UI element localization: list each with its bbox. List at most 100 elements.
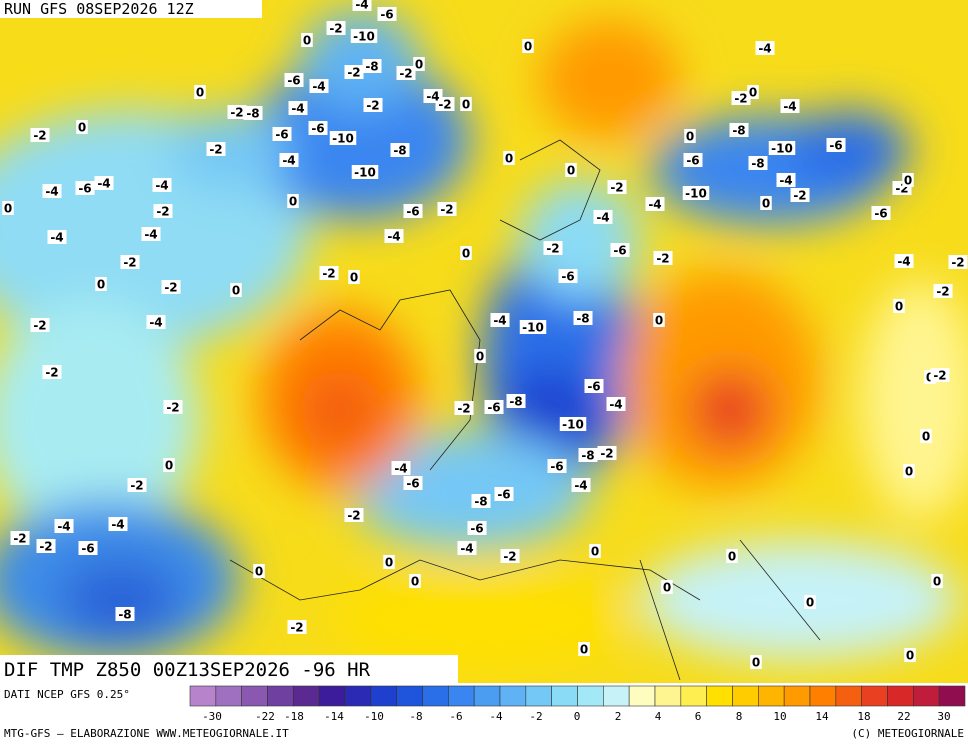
- label-box: [573, 311, 593, 325]
- colorbar-swatch: [318, 685, 346, 707]
- label-box: [76, 120, 88, 134]
- contour-label: 0: [462, 98, 470, 112]
- label-box: [661, 580, 673, 594]
- contour-label: -4: [460, 542, 473, 556]
- contour-label: 0: [895, 300, 903, 314]
- contour-label: -2: [347, 66, 360, 80]
- label-box: [460, 246, 472, 260]
- colorbar-tick-label: 18: [857, 710, 870, 723]
- colorbar-swatch: [913, 685, 940, 707]
- label-box: [920, 429, 932, 443]
- label-box: [396, 66, 416, 80]
- label-box: [230, 283, 242, 297]
- label-box: [120, 255, 140, 269]
- label-box: [194, 85, 206, 99]
- contour-label: -6: [380, 8, 393, 22]
- colorbar-swatch: [499, 685, 527, 707]
- colorbar-swatch: [938, 685, 966, 707]
- contour-label: 0: [752, 656, 760, 670]
- contour-label: -2: [457, 402, 470, 416]
- contour-label: -8: [118, 608, 131, 622]
- contour-label: -2: [322, 267, 335, 281]
- title-box: [0, 655, 458, 683]
- label-box: [903, 464, 915, 478]
- contour-label: -4: [493, 314, 506, 328]
- colorbar-swatch: [344, 685, 372, 707]
- label-box: [36, 539, 56, 553]
- contour-label: -6: [275, 128, 288, 142]
- contour-label: -2: [45, 366, 58, 380]
- colorbar-swatch: [603, 685, 630, 707]
- contour-label: -6: [470, 522, 483, 536]
- contour-label: -4: [155, 179, 168, 193]
- label-box: [747, 85, 759, 99]
- contour-label: -6: [406, 477, 419, 491]
- contour-label: 0: [904, 174, 912, 188]
- contour-label: -4: [149, 316, 162, 330]
- contour-label: -10: [353, 30, 375, 44]
- label-box: [308, 121, 328, 135]
- label-box: [578, 642, 590, 656]
- label-box: [578, 448, 598, 462]
- label-box: [243, 106, 263, 120]
- header-box: [0, 0, 262, 18]
- label-box: [344, 65, 364, 79]
- contour-label: -10: [522, 321, 544, 335]
- contour-label: -4: [596, 211, 609, 225]
- label-box: [350, 29, 378, 43]
- contour-label: -8: [393, 144, 406, 158]
- contour-label: 0: [567, 164, 575, 178]
- contour-label: -8: [474, 495, 487, 509]
- contour-label: 0: [926, 371, 934, 385]
- contour-label: -8: [581, 449, 594, 463]
- contour-label: -4: [609, 398, 622, 412]
- label-box: [351, 165, 379, 179]
- label-box: [319, 266, 339, 280]
- contour-label: -4: [387, 230, 400, 244]
- label-box: [683, 153, 703, 167]
- contour-label: 0: [255, 565, 263, 579]
- contour-label: -2: [366, 99, 379, 113]
- contour-label: 0: [922, 430, 930, 444]
- label-box: [729, 123, 749, 137]
- colorbar-swatch: [551, 685, 578, 707]
- label-box: [506, 394, 526, 408]
- contour-label: -4: [45, 185, 58, 199]
- contour-label: -4: [312, 80, 325, 94]
- label-box: [457, 541, 477, 555]
- label-box: [390, 143, 410, 157]
- label-box: [127, 478, 147, 492]
- label-box: [152, 178, 172, 192]
- contour-label: -8: [509, 395, 522, 409]
- colorbar-swatch: [189, 685, 217, 707]
- contour-label: 0: [905, 465, 913, 479]
- colorbar-swatch: [267, 685, 294, 707]
- label-box: [682, 186, 710, 200]
- contour-label: -10: [562, 418, 584, 432]
- label-box: [344, 508, 364, 522]
- label-box: [804, 595, 816, 609]
- contour-label: -2: [329, 22, 342, 36]
- contour-label: -8: [732, 124, 745, 138]
- label-box: [423, 89, 443, 103]
- contour-label: 0: [385, 556, 393, 570]
- label-box: [163, 458, 175, 472]
- label-box: [460, 97, 472, 111]
- contour-label: -2: [440, 203, 453, 217]
- contour-label: -6: [550, 460, 563, 474]
- colorbar-swatch: [525, 685, 552, 707]
- map-field: [0, 0, 968, 683]
- contour-label: -2: [503, 550, 516, 564]
- contour-label: -2: [734, 92, 747, 106]
- label-box: [153, 204, 173, 218]
- contour-label: -2: [600, 447, 613, 461]
- label-box: [924, 370, 936, 384]
- label-box: [163, 400, 183, 414]
- label-box: [78, 541, 98, 555]
- contour-label: 0: [591, 545, 599, 559]
- contour-label: 0: [580, 643, 588, 657]
- label-box: [471, 494, 491, 508]
- label-box: [503, 151, 515, 165]
- contour-label: -6: [81, 542, 94, 556]
